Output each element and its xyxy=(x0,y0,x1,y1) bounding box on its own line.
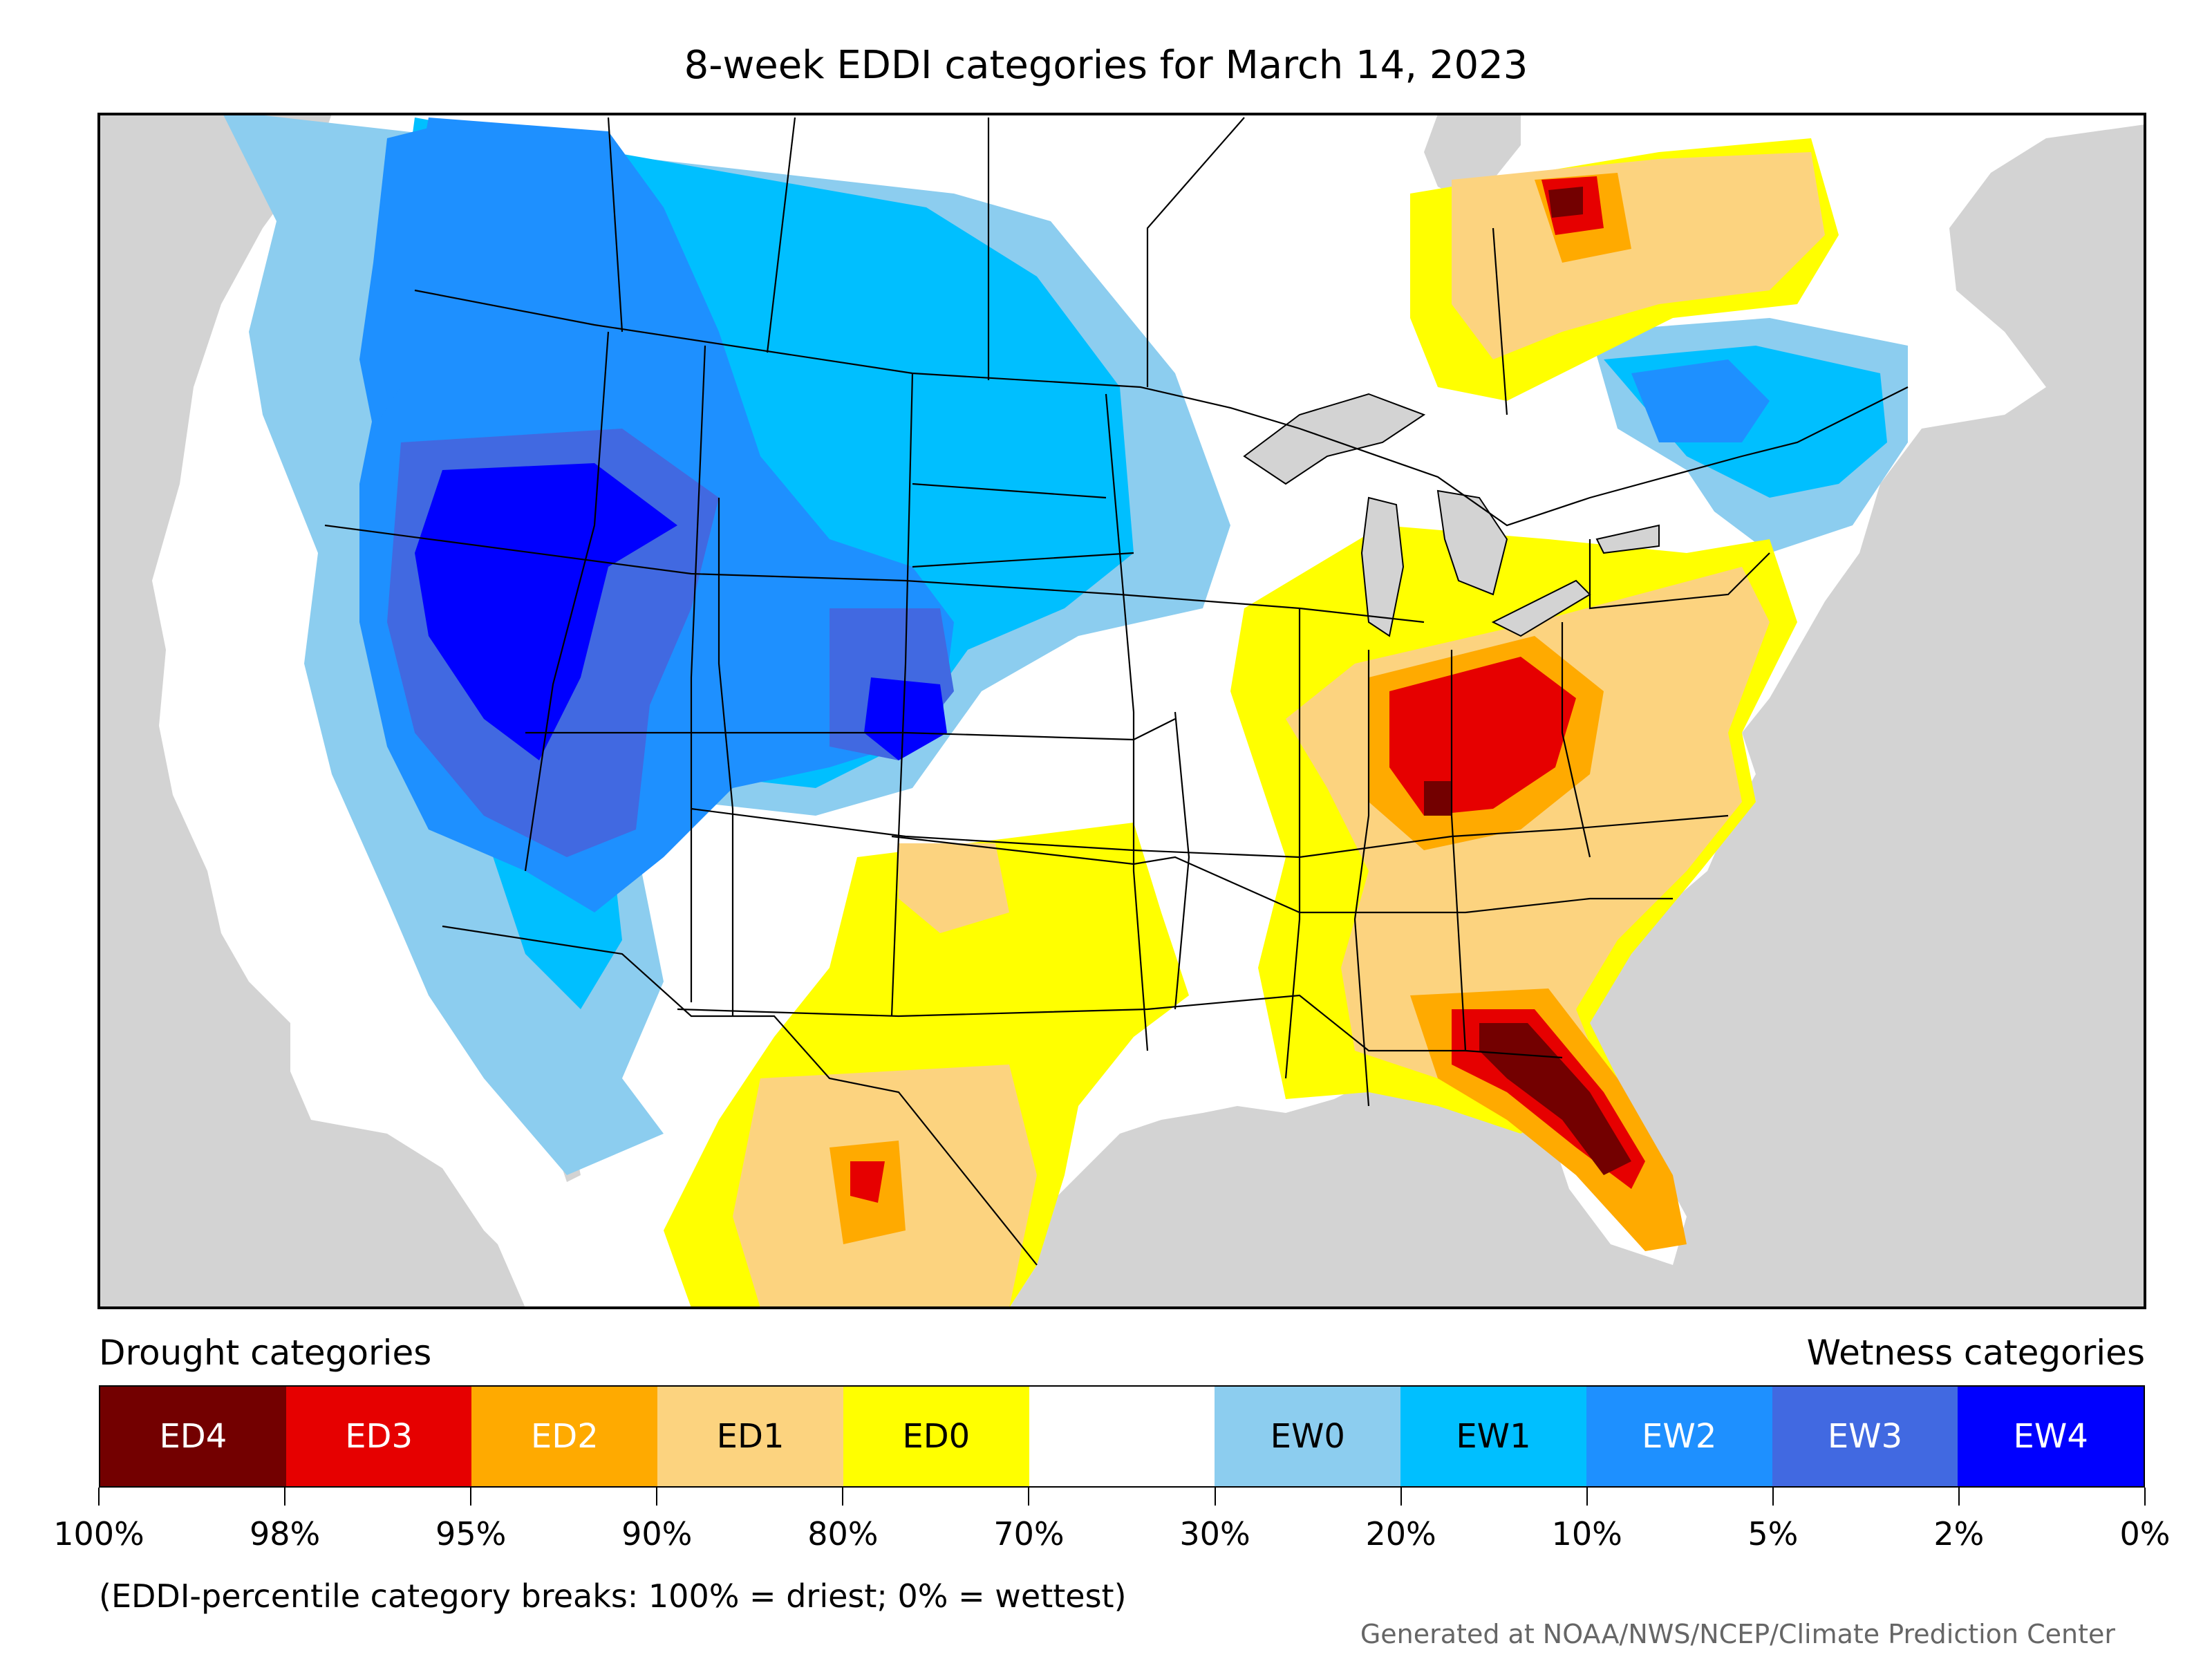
lake-michigan xyxy=(1360,496,1405,637)
colorbar-tick-label: 98% xyxy=(249,1515,321,1553)
category-colorbar: ED4 ED3 ED2 ED1 ED0 EW0 EW1 EW2 EW3 EW4 xyxy=(99,1385,2145,1488)
colorbar-tick xyxy=(842,1488,844,1506)
colorbar-tick xyxy=(1214,1488,1216,1506)
colorbar-segment-ed2: ED2 xyxy=(471,1387,658,1486)
ed3-texas xyxy=(850,1161,885,1203)
colorbar-tick-label: 70% xyxy=(993,1515,1065,1553)
colorbar-tick xyxy=(1586,1488,1588,1506)
hudson-bay xyxy=(1424,114,1521,200)
colorbar-tick xyxy=(656,1488,658,1506)
ew4-great-basin xyxy=(415,463,677,760)
colorbar-tick-label: 30% xyxy=(1179,1515,1250,1553)
lake-ontario xyxy=(1595,524,1660,554)
lake-superior xyxy=(1243,393,1426,485)
colorbar-segment-ed4: ED4 xyxy=(100,1387,286,1486)
colorbar-tick-label: 80% xyxy=(807,1515,879,1553)
colorbar-tick xyxy=(2144,1488,2146,1506)
colorbar-tick xyxy=(284,1488,286,1506)
ed1-panhandle xyxy=(899,843,1009,933)
colorbar-tick-label: 0% xyxy=(2119,1515,2171,1553)
lake-huron xyxy=(1436,489,1508,596)
ed3-ohio-valley xyxy=(1389,657,1576,816)
colorbar-tick-label: 2% xyxy=(1933,1515,1985,1553)
colorbar-tick xyxy=(1028,1488,1030,1506)
colorbar-segment-ew3: EW3 xyxy=(1772,1387,1958,1486)
ed4-kentucky xyxy=(1424,781,1452,816)
colorbar-segment-ew4: EW4 xyxy=(1958,1387,2144,1486)
colorbar-segment-ed1: ED1 xyxy=(657,1387,843,1486)
colorbar-tick-label: 10% xyxy=(1551,1515,1622,1553)
colorbar-tick-label: 90% xyxy=(621,1515,693,1553)
great-lakes xyxy=(1243,393,1660,637)
colorbar-tick-label: 100% xyxy=(53,1515,144,1553)
colorbar-segment-ew2: EW2 xyxy=(1586,1387,1772,1486)
colorbar-tick-label: 95% xyxy=(435,1515,507,1553)
colorbar-tick xyxy=(98,1488,100,1506)
map-title: 8-week EDDI categories for March 14, 202… xyxy=(684,43,1528,88)
colorbar-segment-normal xyxy=(1029,1387,1215,1486)
wetness-categories-label: Wetness categories xyxy=(1806,1333,2145,1373)
state-boundaries xyxy=(324,117,1909,1266)
colorbar-segment-ed3: ED3 xyxy=(285,1387,472,1486)
colorbar-tick xyxy=(1958,1488,1960,1506)
colorbar-segment-ed0: ED0 xyxy=(843,1387,1029,1486)
colorbar-tick xyxy=(1772,1488,1774,1506)
credit-line: Generated at NOAA/NWS/NCEP/Climate Predi… xyxy=(1360,1619,2115,1649)
colorbar-tick xyxy=(1400,1488,1402,1506)
map-frame xyxy=(97,113,2146,1309)
ew4-colorado xyxy=(864,677,947,760)
category-breaks-note: (EDDI-percentile category breaks: 100% =… xyxy=(99,1577,1127,1615)
ed4-ontario xyxy=(1548,187,1583,218)
colorbar-tick xyxy=(470,1488,472,1506)
ew2-west-coast xyxy=(359,124,470,429)
colorbar-tick-label: 20% xyxy=(1365,1515,1436,1553)
colorbar-tick-label: 5% xyxy=(1747,1515,1799,1553)
ew2-northeast xyxy=(1631,359,1770,442)
colorbar-segment-ew0: EW0 xyxy=(1215,1387,1401,1486)
ed4-florida xyxy=(1479,1023,1631,1175)
drought-categories-label: Drought categories xyxy=(99,1333,432,1373)
colorbar-segment-ew1: EW1 xyxy=(1400,1387,1586,1486)
